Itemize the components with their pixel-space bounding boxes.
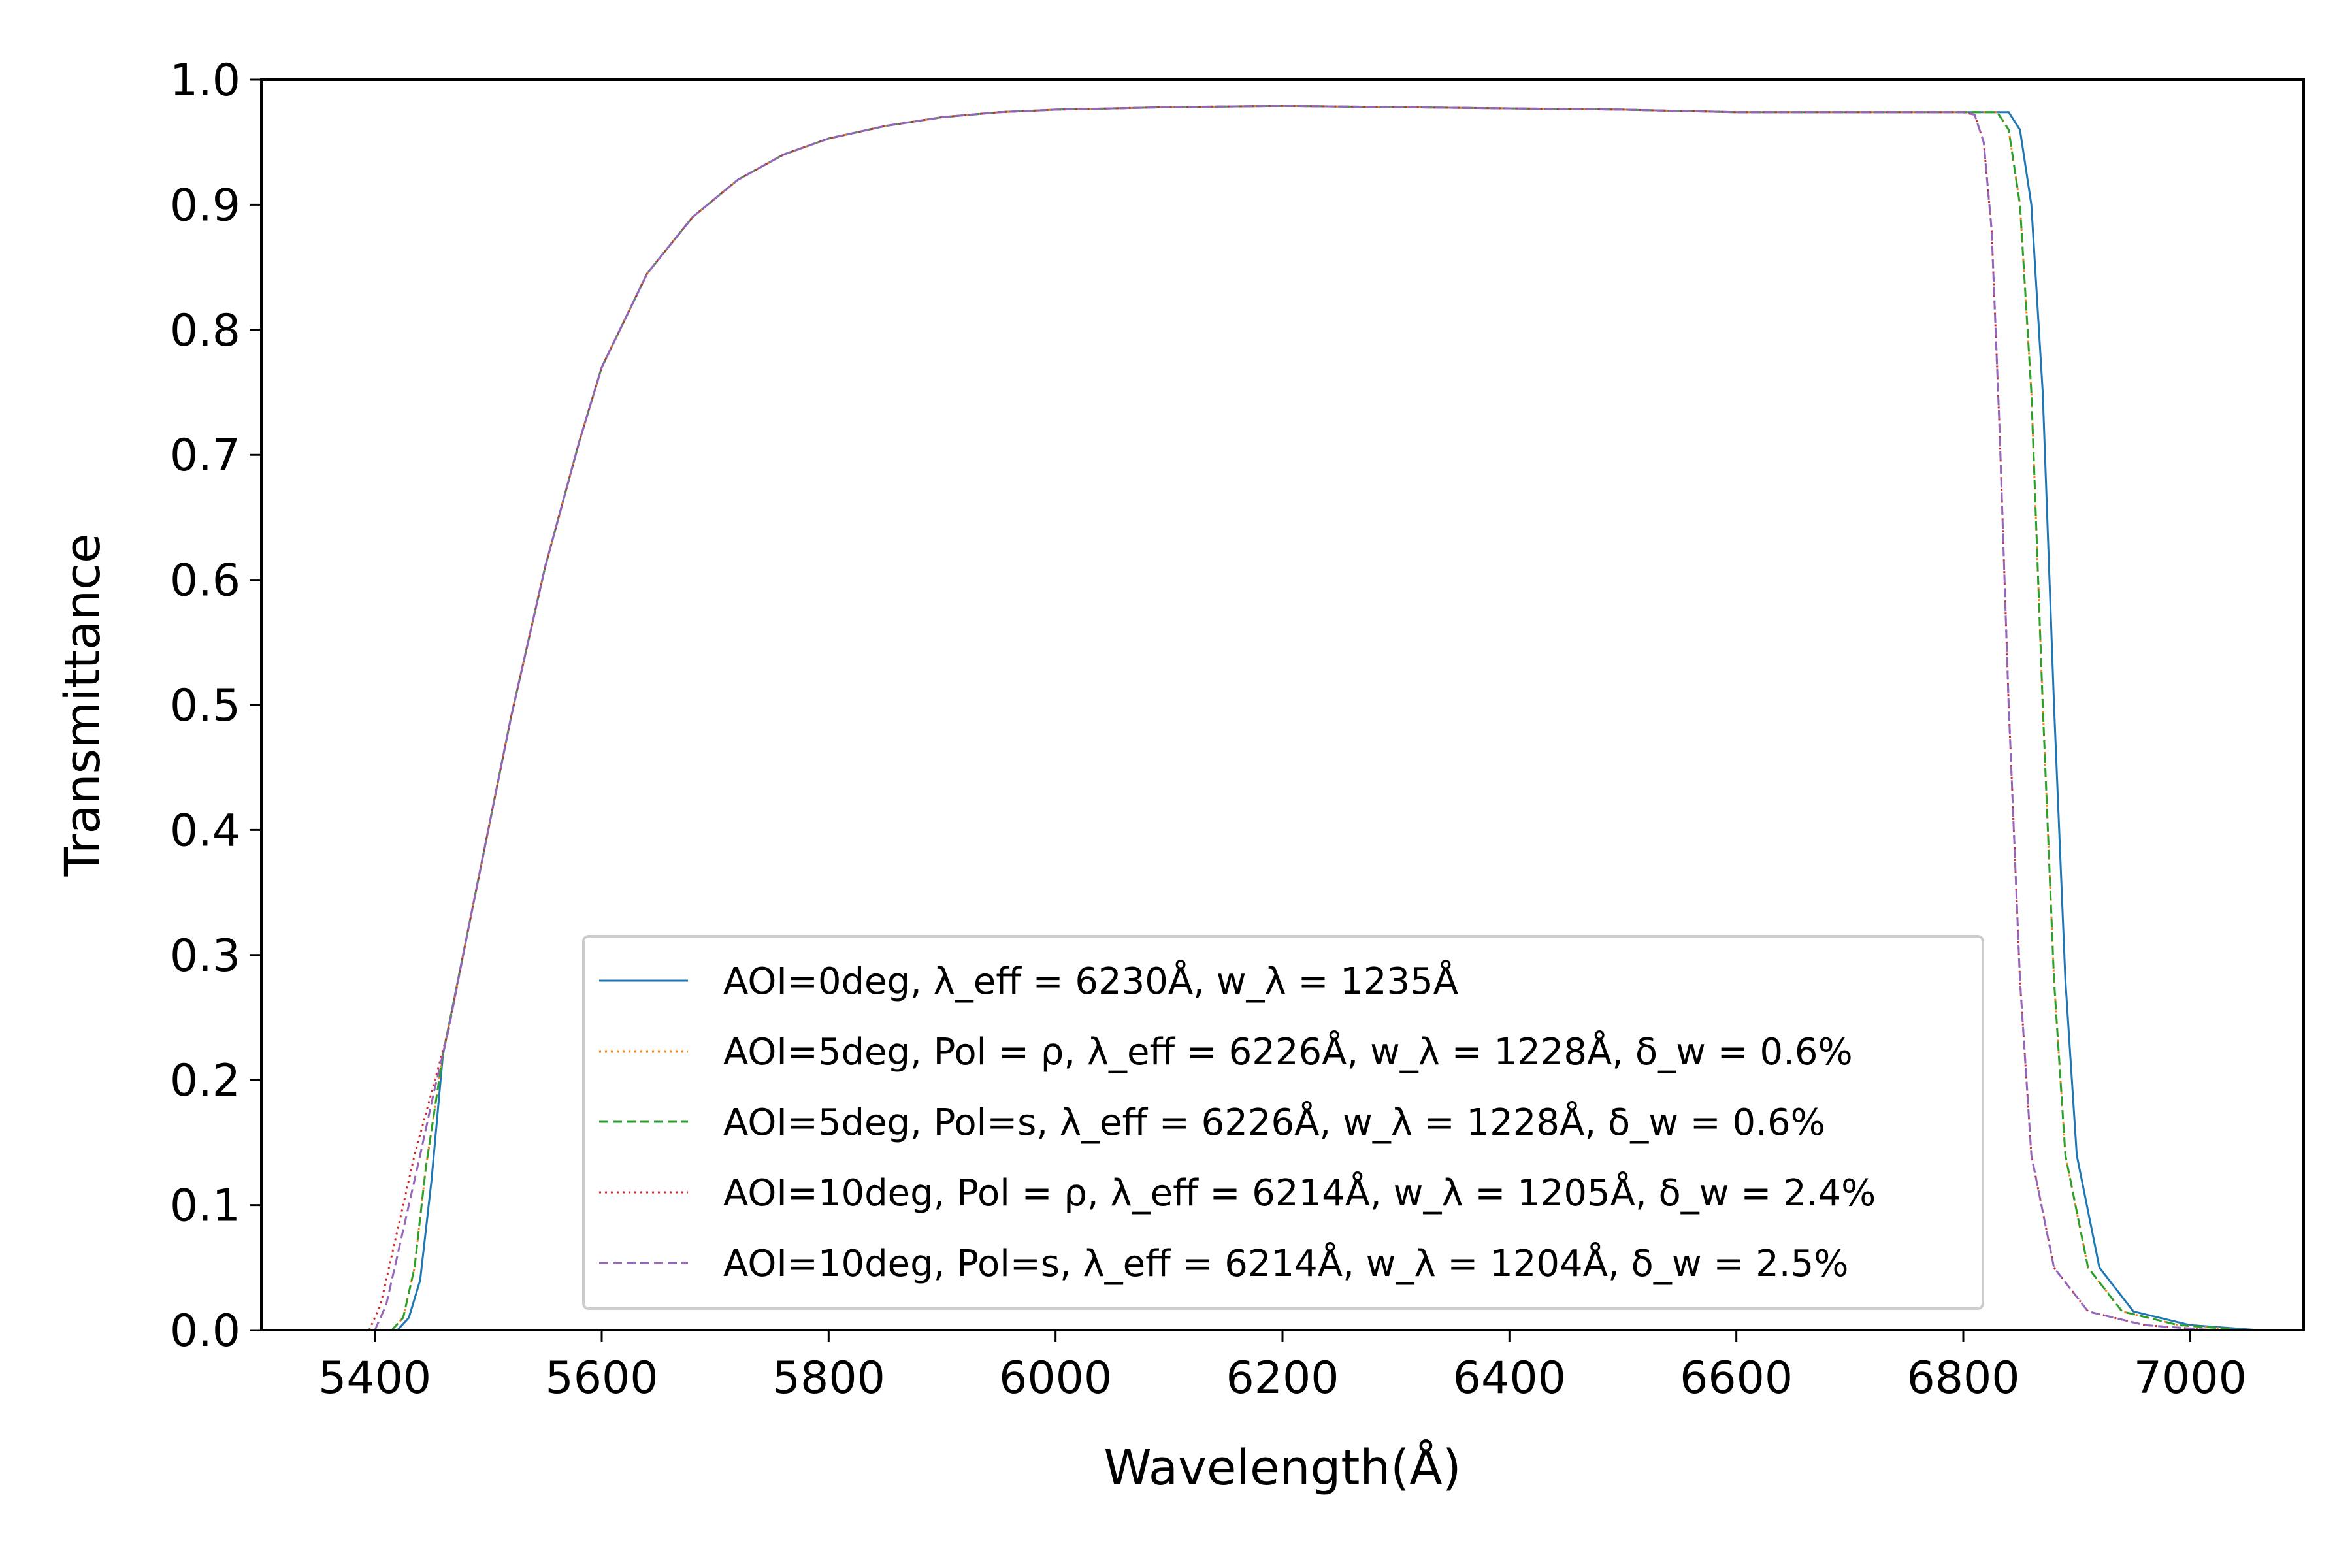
legend-items: AOI=0deg, λ_eff = 6230Å, w_λ = 1235Å AOI=… — [599, 960, 1876, 1285]
x-tick-label: 6200 — [1226, 1352, 1339, 1404]
legend-label: AOI=10deg, Pol=s, λ_eff = 6214Å, w_λ = 1… — [723, 1242, 1848, 1285]
y-tick-label: 0.4 — [170, 805, 240, 857]
y-tick-label: 1.0 — [170, 55, 240, 106]
x-tick-label: 6600 — [1680, 1352, 1793, 1404]
x-tick-label: 6000 — [999, 1352, 1112, 1404]
y-tick-label: 0.0 — [170, 1305, 240, 1357]
y-tick-label: 0.5 — [170, 680, 240, 732]
series-layer — [368, 105, 2259, 1331]
legend-entry: AOI=10deg, Pol=s, λ_eff = 6214Å, w_λ = 1… — [599, 1242, 1848, 1285]
y-axis-ticks: 0.0 0.1 0.2 0.3 0.4 0.5 0.6 0.7 0.8 0.9 1.0 — [170, 55, 261, 1357]
y-tick-label: 0.1 — [170, 1181, 240, 1232]
series-line-5 — [374, 105, 2213, 1331]
legend-entry: AOI=5deg, Pol=s, λ_eff = 6226Å, w_λ = 12… — [599, 1101, 1825, 1144]
y-tick-label: 0.9 — [170, 180, 240, 231]
x-tick-label: 6400 — [1453, 1352, 1566, 1404]
y-tick-label: 0.2 — [170, 1055, 240, 1107]
legend-label: AOI=5deg, Pol = ρ, λ_eff = 6226Å, w_λ = … — [723, 1030, 1853, 1073]
legend: AOI=0deg, λ_eff = 6230Å, w_λ = 1235Å AOI=… — [582, 935, 1984, 1310]
legend-label: AOI=5deg, Pol=s, λ_eff = 6226Å, w_λ = 12… — [723, 1101, 1825, 1144]
legend-entry: AOI=0deg, λ_eff = 6230Å, w_λ = 1235Å — [599, 960, 1458, 1003]
legend-label: AOI=0deg, λ_eff = 6230Å, w_λ = 1235Å — [723, 960, 1458, 1003]
legend-box — [582, 935, 1984, 1310]
legend-label: AOI=10deg, Pol = ρ, λ_eff = 6214Å, w_λ =… — [723, 1171, 1876, 1215]
x-tick-label: 7000 — [2134, 1352, 2247, 1404]
y-tick-label: 0.6 — [170, 555, 240, 607]
x-tick-label: 5400 — [318, 1352, 431, 1404]
y-tick-label: 0.3 — [170, 930, 240, 982]
y-tick-label: 0.7 — [170, 430, 240, 482]
y-tick-label: 0.8 — [170, 305, 240, 357]
x-tick-label: 5600 — [545, 1352, 658, 1404]
legend-entry: AOI=10deg, Pol = ρ, λ_eff = 6214Å, w_λ =… — [599, 1171, 1876, 1215]
x-axis-ticks: 5400 5600 5800 6000 6200 6400 6600 6800 7000 — [318, 1330, 2247, 1404]
x-tick-label: 5800 — [772, 1352, 885, 1404]
y-axis-label: Transmittance — [55, 534, 111, 877]
x-tick-label: 6800 — [1906, 1352, 2019, 1404]
legend-entry: AOI=5deg, Pol = ρ, λ_eff = 6226Å, w_λ = … — [599, 1030, 1853, 1073]
x-axis-label: Wavelength(Å) — [1103, 1439, 1461, 1496]
